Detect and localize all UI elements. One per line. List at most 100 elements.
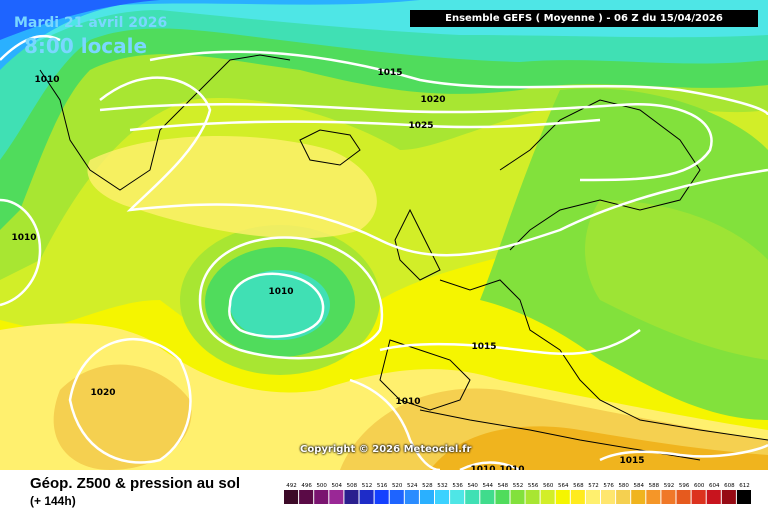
isobar-label: 1015	[619, 456, 644, 466]
legend-tick-label: 512	[362, 483, 373, 489]
isobar-1010-south	[459, 461, 521, 470]
legend-swatch	[404, 490, 419, 504]
map-footer: Géop. Z500 & pression au sol (+ 144h) 49…	[0, 470, 768, 512]
iberia-coast	[379, 339, 471, 411]
legend-swatch	[570, 490, 585, 504]
z500-band-520	[0, 0, 160, 40]
isobar-label: 1010	[34, 75, 59, 85]
isobar-label: 1010	[470, 465, 495, 470]
legend-tick-label: 604	[709, 483, 720, 489]
copyright-notice: Copyright © 2026 Meteociel.fr	[300, 444, 472, 455]
weather-map: 1010 1015 1020 1025 1010 1010 1010 1020 …	[0, 0, 768, 470]
legend-tick-label: 528	[422, 483, 433, 489]
ridge-band-580-west	[53, 364, 192, 470]
isobar-1010-west	[0, 198, 42, 307]
legend-tick-label: 608	[724, 483, 735, 489]
z500-band-540	[0, 0, 768, 160]
model-run-banner: Ensemble GEFS ( Moyenne ) - 06 Z du 15/0…	[410, 10, 758, 27]
legend-tick-label: 572	[588, 483, 599, 489]
low-band-core	[230, 270, 330, 340]
legend-swatch	[691, 490, 706, 504]
isobar-1015-low	[198, 236, 384, 360]
legend-tick-label: 532	[437, 483, 448, 489]
legend-tick-label: 508	[347, 483, 358, 489]
greenland-coast	[39, 54, 291, 191]
isobar-1010-nw	[0, 34, 61, 61]
isobar-label: 1010	[395, 397, 420, 407]
legend-tick-label: 504	[332, 483, 343, 489]
legend-tick-label: 544	[483, 483, 494, 489]
legend-tick-label: 536	[452, 483, 463, 489]
legend-swatch	[601, 490, 616, 504]
isobar-1020-sw	[68, 337, 192, 464]
legend-swatch	[359, 490, 374, 504]
legend-swatch	[706, 490, 721, 504]
scandinavia-coast	[499, 99, 701, 251]
isobar-1015-north	[99, 76, 768, 257]
legend-tick-label: 568	[573, 483, 584, 489]
isobar-1020	[99, 102, 713, 182]
isobars	[0, 34, 768, 470]
legend-tick-label: 552	[513, 483, 524, 489]
legend-swatch	[510, 490, 525, 504]
legend-swatch	[736, 490, 751, 504]
color-legend: 492 496 500 504 508 512 516 520 524 528 532 536 540 5…	[284, 483, 751, 504]
legend-swatch	[284, 490, 299, 504]
iceland-coast	[299, 129, 361, 166]
legend-swatch	[450, 490, 465, 504]
legend-swatch	[661, 490, 676, 504]
ridge-band-584	[430, 426, 768, 470]
isobar-label: 1010	[268, 287, 293, 297]
legend-swatch	[419, 490, 434, 504]
legend-swatch	[721, 490, 736, 504]
legend-swatch	[299, 490, 314, 504]
legend-swatch	[435, 490, 450, 504]
legend-swatch	[480, 490, 495, 504]
legend-swatch	[616, 490, 631, 504]
legend-tick-label: 556	[528, 483, 539, 489]
legend-swatch	[555, 490, 570, 504]
legend-swatch	[344, 490, 359, 504]
forecast-date: Mardi 21 avril 2026	[14, 15, 168, 31]
legend-swatch	[314, 490, 329, 504]
lead-time: (+ 144h)	[30, 494, 76, 508]
isobar-label: 1010	[499, 465, 524, 470]
isobar-label: 1015	[377, 68, 402, 78]
isobar-1010-iberia	[349, 378, 441, 470]
legend-tick-label: 548	[498, 483, 509, 489]
product-title: Géop. Z500 & pression au sol	[30, 475, 241, 492]
legend-tick-label: 492	[286, 483, 297, 489]
legend-tick-label: 588	[649, 483, 660, 489]
isobar-1015-se	[599, 443, 768, 462]
legend-swatch	[646, 490, 661, 504]
legend-swatch	[540, 490, 555, 504]
legend-tick-label: 496	[301, 483, 312, 489]
legend-swatch	[525, 490, 540, 504]
legend-tick-label: 524	[407, 483, 418, 489]
isobar-label: 1010	[11, 233, 36, 243]
legend-tick-label: 540	[467, 483, 478, 489]
legend-swatch	[676, 490, 691, 504]
isobar-1015-east	[379, 328, 641, 355]
legend-tick-label: 576	[603, 483, 614, 489]
legend-swatch	[495, 490, 510, 504]
legend-tick-label: 600	[694, 483, 705, 489]
legend-tick-label: 520	[392, 483, 403, 489]
legend-swatch	[585, 490, 600, 504]
legend-swatch	[465, 490, 480, 504]
legend-swatch	[631, 490, 646, 504]
legend-swatch	[329, 490, 344, 504]
legend-tick-label: 580	[618, 483, 629, 489]
isobar-label: 1020	[90, 388, 115, 398]
isobar-label: 1025	[408, 121, 433, 131]
isobar-1025	[129, 118, 601, 132]
isobar-1015-top	[149, 50, 768, 116]
legend-tick-label: 592	[664, 483, 675, 489]
legend-tick-label: 596	[679, 483, 690, 489]
legend-swatch	[374, 490, 389, 504]
forecast-time: 8:00 locale	[24, 34, 148, 58]
legend-tick-label: 500	[316, 483, 327, 489]
isobar-label: 1015	[471, 342, 496, 352]
legend-tick-label: 584	[634, 483, 645, 489]
